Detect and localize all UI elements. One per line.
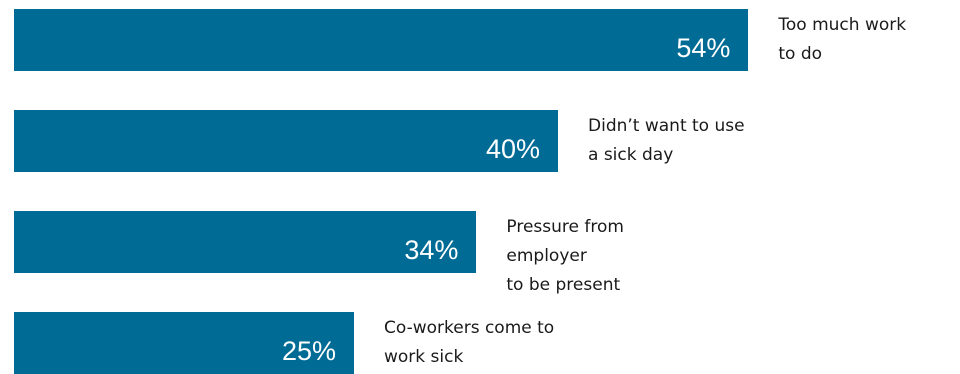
bar-1	[14, 9, 749, 71]
category-label: Too much work to do	[778, 15, 907, 64]
bar-4	[14, 312, 354, 374]
bar-value-label: 34%	[404, 235, 459, 265]
bar-3	[14, 211, 477, 273]
category-label: Co-workers come to work sick	[384, 318, 555, 367]
bar-2	[14, 110, 558, 172]
bar-value-label: 40%	[485, 134, 540, 164]
bar-value-label: 25%	[281, 336, 336, 366]
category-label: Didn’t want to use a sick day	[588, 116, 745, 165]
bar-value-label: 54%	[676, 33, 731, 63]
category-label: Pressure from employer to be present	[506, 217, 624, 295]
